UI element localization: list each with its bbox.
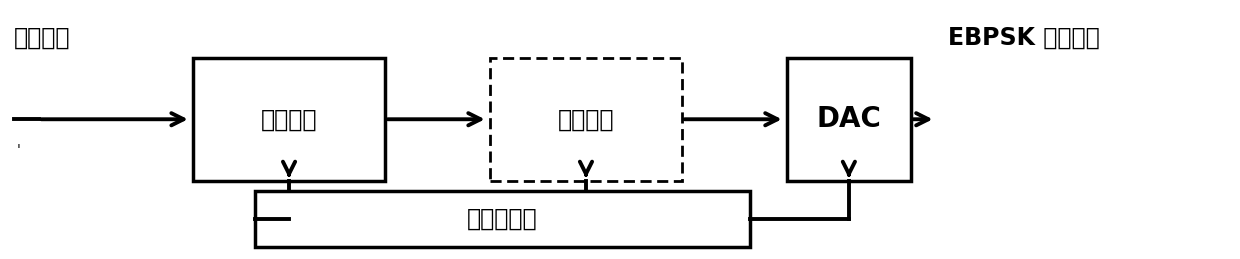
Polygon shape: [787, 58, 910, 181]
Polygon shape: [193, 58, 384, 181]
Text: 信息序列: 信息序列: [14, 25, 71, 49]
Text: 时钟发生器: 时钟发生器: [467, 207, 538, 231]
Text: 波形样本: 波形样本: [260, 107, 317, 131]
Text: EBPSK 调制信号: EBPSK 调制信号: [947, 25, 1100, 49]
Polygon shape: [255, 191, 750, 247]
Polygon shape: [490, 58, 682, 181]
Text: ': ': [16, 143, 20, 157]
Text: 数字滤波: 数字滤波: [558, 107, 614, 131]
Text: DAC: DAC: [816, 105, 882, 133]
